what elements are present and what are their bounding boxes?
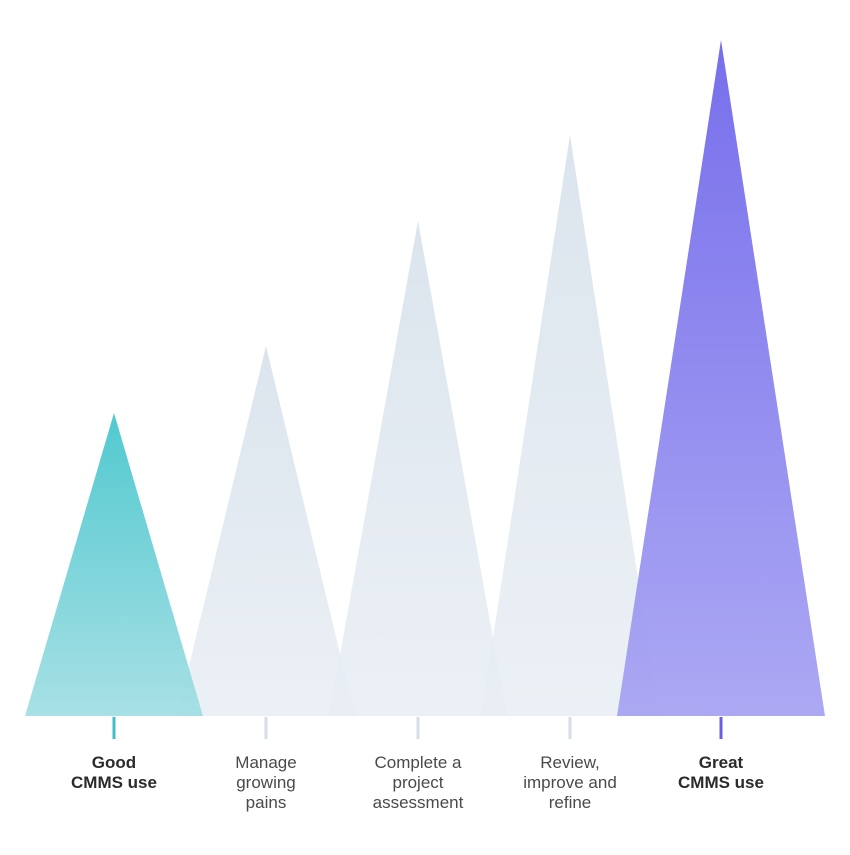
stage-label-line: project: [392, 773, 444, 792]
stage-label-5: Great CMMS use: [646, 753, 796, 793]
stage-label-1: Good CMMS use: [39, 753, 189, 793]
stage-label-2: Manage growing pains: [191, 753, 341, 813]
stage-label-line: Good: [91, 753, 137, 772]
peak-1: [25, 413, 203, 716]
stage-label-3: Complete a project assessment: [343, 753, 493, 813]
tick-mark-1: [112, 717, 116, 739]
stage-label-line: CMMS use: [678, 773, 764, 792]
stage-label-line: improve and: [523, 773, 617, 792]
stage-label-line: Review,: [540, 753, 600, 772]
stage-label-line: growing: [236, 773, 296, 792]
peak-layer: [25, 40, 825, 716]
stage-label-line: refine: [548, 793, 592, 812]
stage-label-line: Complete a: [374, 753, 462, 772]
stage-label-line: Great: [698, 753, 744, 772]
peak-4: [481, 135, 659, 716]
tick-layer: [112, 717, 723, 739]
tick-mark-5: [719, 717, 723, 739]
peak-5: [617, 40, 825, 716]
stage-label-line: assessment: [372, 793, 464, 812]
stage-label-line: CMMS use: [71, 773, 157, 792]
stage-label-4: Review, improve and refine: [495, 753, 645, 813]
tick-mark-4: [568, 717, 572, 739]
stage-label-line: pains: [245, 793, 287, 812]
peak-2: [177, 346, 355, 716]
peak-3: [329, 221, 507, 716]
tick-mark-3: [416, 717, 420, 739]
stage-label-line: Manage: [235, 753, 297, 772]
tick-mark-2: [264, 717, 268, 739]
